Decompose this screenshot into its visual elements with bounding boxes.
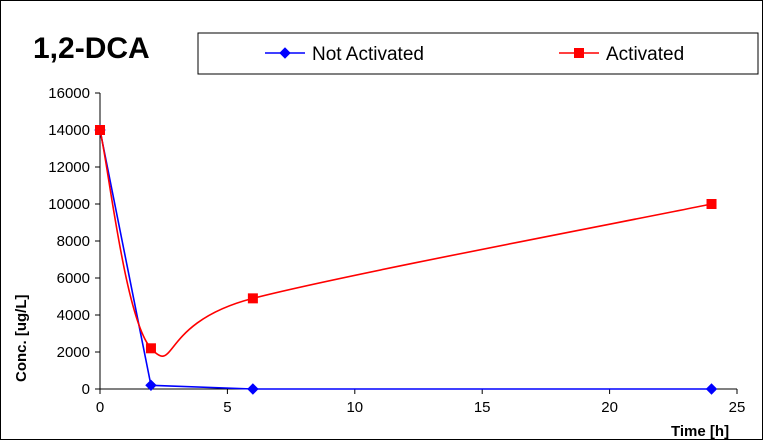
series-line bbox=[99, 129, 712, 357]
y-tick-label: 14000 bbox=[48, 122, 90, 139]
data-point bbox=[247, 383, 259, 395]
legend-marker bbox=[279, 47, 291, 59]
data-point bbox=[95, 125, 105, 135]
legend-entry: Not Activated bbox=[265, 44, 424, 65]
series-2 bbox=[95, 125, 717, 357]
x-axis-title: Time [h] bbox=[671, 423, 729, 440]
x-tick-label: 15 bbox=[474, 399, 491, 416]
data-point bbox=[145, 379, 157, 392]
x-tick-label: 0 bbox=[96, 399, 104, 416]
y-tick-label: 10000 bbox=[48, 196, 90, 213]
data-point bbox=[247, 293, 258, 304]
legend-entry: Activated bbox=[559, 44, 684, 65]
x-tick-label: 10 bbox=[346, 399, 363, 416]
series-layer bbox=[94, 124, 718, 395]
legend: Not Activated Activated bbox=[197, 32, 759, 75]
data-point bbox=[706, 199, 717, 209]
data-point bbox=[145, 343, 156, 354]
y-axis-title: Conc. [ug/L] bbox=[13, 295, 30, 382]
data-point bbox=[705, 383, 718, 395]
y-tick-label: 0 bbox=[82, 381, 90, 398]
legend-label: Activated bbox=[606, 44, 684, 65]
y-tick-label: 16000 bbox=[48, 85, 90, 102]
x-tick-label: 5 bbox=[223, 399, 231, 416]
x-tick-label: 25 bbox=[729, 399, 746, 416]
y-tick-label: 2000 bbox=[57, 344, 90, 361]
y-tick-label: 4000 bbox=[57, 307, 90, 324]
legend-label: Not Activated bbox=[312, 44, 424, 65]
y-tick-label: 12000 bbox=[48, 159, 90, 176]
legend-marker bbox=[574, 48, 584, 58]
chart-title: 1,2-DCA bbox=[33, 32, 150, 65]
x-tick-label: 20 bbox=[601, 399, 618, 416]
series-line bbox=[99, 129, 712, 390]
y-tick-label: 6000 bbox=[57, 270, 90, 287]
y-tick-label: 8000 bbox=[57, 233, 90, 250]
